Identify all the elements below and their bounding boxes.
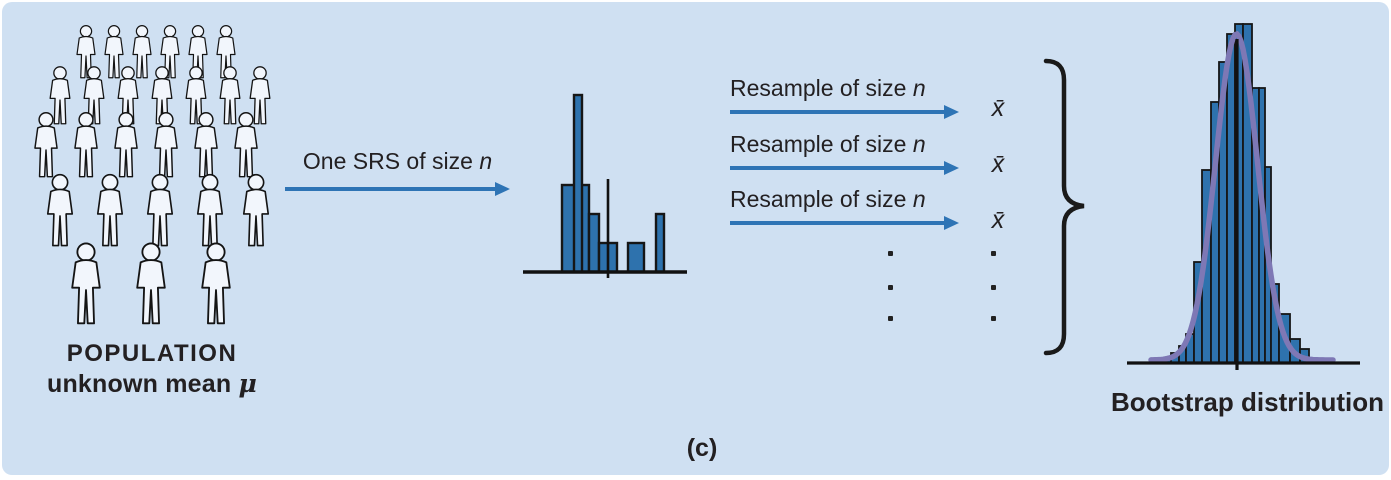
resample-arrowhead-3-icon: [944, 216, 959, 230]
resample-arrowhead-2-icon: [944, 161, 959, 175]
resample-label-2-n: n: [912, 131, 926, 157]
figure-caption: (c): [686, 434, 718, 462]
srs-sample-histogram: [523, 93, 687, 278]
population-label-block: POPULATION unknown mean μ: [16, 340, 288, 399]
ellipsis-dot: [888, 316, 893, 321]
crowd-row-front: [71, 242, 231, 325]
resample-label-2-text: Resample of size: [730, 131, 913, 157]
xbar-result-1: x̄: [991, 94, 1005, 122]
srs-arrowhead-icon: [495, 182, 510, 196]
srs-label-text: One SRS of size: [302, 148, 480, 174]
resample-label-3-n: n: [912, 186, 926, 212]
resample-arrow-1: [730, 105, 959, 119]
resample-label-1: Resample of size n: [730, 75, 990, 102]
bootstrap-distribution-chart: [1127, 23, 1360, 370]
srs-arrow-line: [285, 187, 495, 191]
ellipsis-dot: [888, 251, 893, 256]
crowd-row-4: [46, 173, 270, 247]
srs-arrow: [285, 182, 510, 196]
xbar-result-3: x̄: [991, 206, 1005, 234]
resample-arrowhead-1-icon: [944, 105, 959, 119]
resample-arrow-2: [730, 161, 959, 175]
ellipsis-dot: [888, 285, 893, 290]
xbar-result-2: x̄: [991, 150, 1005, 178]
resample-arrow-1-line: [730, 110, 944, 114]
resample-arrow-3-line: [730, 221, 944, 225]
resample-label-1-n: n: [912, 75, 926, 101]
resample-arrow-2-line: [730, 166, 944, 170]
resample-label-3-text: Resample of size: [730, 186, 913, 212]
population-title: POPULATION: [66, 340, 238, 367]
mu-symbol: μ: [238, 368, 257, 398]
bootstrap-distribution-label: Bootstrap distribution: [1111, 387, 1384, 417]
grouping-brace: [1043, 58, 1085, 356]
ellipsis-dot: [991, 316, 996, 321]
ellipsis-dot: [991, 285, 996, 290]
population-subtitle-text: unknown mean: [46, 369, 239, 398]
resample-label-2: Resample of size n: [730, 131, 990, 158]
ellipsis-dot: [991, 251, 996, 256]
resample-label-3: Resample of size n: [730, 186, 990, 213]
resample-label-1-text: Resample of size: [730, 75, 913, 101]
population-crowd-illustration: [34, 25, 271, 325]
srs-arrow-label: One SRS of size n: [285, 148, 510, 175]
population-subtitle: unknown mean μ: [16, 369, 288, 399]
srs-label-n: n: [479, 148, 493, 174]
resample-arrow-3: [730, 216, 959, 230]
